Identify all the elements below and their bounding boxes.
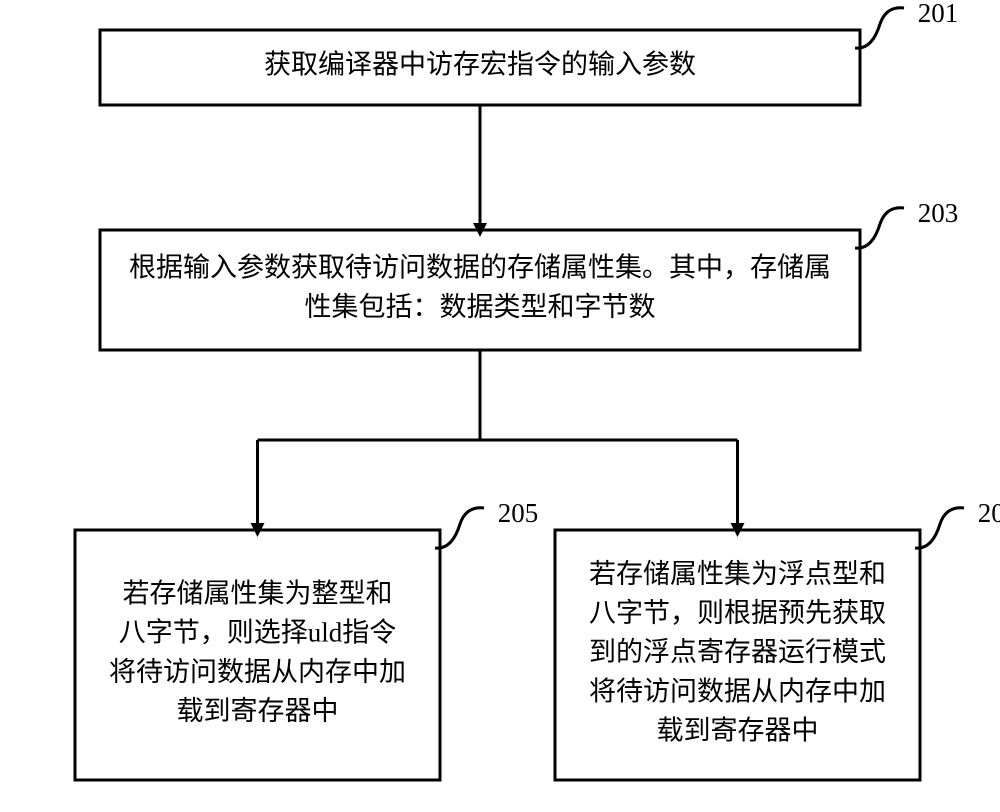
callout-tick [435,508,484,548]
node-text: 根据输入参数获取待访问数据的存储属性集。其中，存储属 [129,253,831,283]
node-box [75,530,440,780]
node-text: 八字节，则根据预先获取 [589,598,886,628]
node-text: 性集包括：数据类型和字节数 [305,292,656,322]
flow-node-n205: 若存储属性集为整型和八字节，则选择uld指令将待访问数据从内存中加载到寄存器中 2… [75,498,538,780]
callout-tick [915,508,964,548]
step-number: 207 [978,498,1000,528]
step-number: 201 [918,0,959,28]
node-box [100,230,860,350]
flow-node-n207: 若存储属性集为浮点型和八字节，则根据预先获取到的浮点寄存器运行模式将待访问数据从… [555,498,1000,780]
node-text: 载到寄存器中 [657,716,819,746]
node-text: 到的浮点寄存器运行模式 [589,637,886,667]
callout-tick [855,208,904,248]
node-text: 载到寄存器中 [177,696,339,726]
node-text: 若存储属性集为浮点型和 [589,559,886,589]
node-text: 若存储属性集为整型和 [123,578,393,608]
node-text: 获取编译器中访存宏指令的输入参数 [264,50,696,80]
flow-node-n201: 获取编译器中访存宏指令的输入参数 201 [100,0,958,105]
node-text: 将待访问数据从内存中加 [109,657,406,687]
callout-tick [855,8,904,48]
node-text: 八字节，则选择uld指令 [119,618,397,648]
flow-node-n203: 根据输入参数获取待访问数据的存储属性集。其中，存储属性集包括：数据类型和字节数 2… [100,198,958,350]
step-number: 203 [918,198,959,228]
node-text: 将待访问数据从内存中加 [589,676,886,706]
step-number: 205 [498,498,539,528]
